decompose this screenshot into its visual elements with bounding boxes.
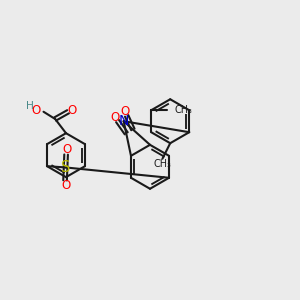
- Text: O: O: [67, 104, 76, 117]
- Text: O: O: [31, 104, 40, 117]
- Text: O: O: [62, 143, 71, 156]
- Text: CH₃: CH₃: [154, 159, 171, 170]
- Text: N: N: [118, 114, 129, 128]
- Text: O: O: [110, 111, 119, 124]
- Text: H: H: [26, 101, 34, 111]
- Text: S: S: [61, 160, 70, 175]
- Text: CH₃: CH₃: [174, 105, 192, 115]
- Text: O: O: [120, 105, 129, 118]
- Text: O: O: [61, 179, 70, 192]
